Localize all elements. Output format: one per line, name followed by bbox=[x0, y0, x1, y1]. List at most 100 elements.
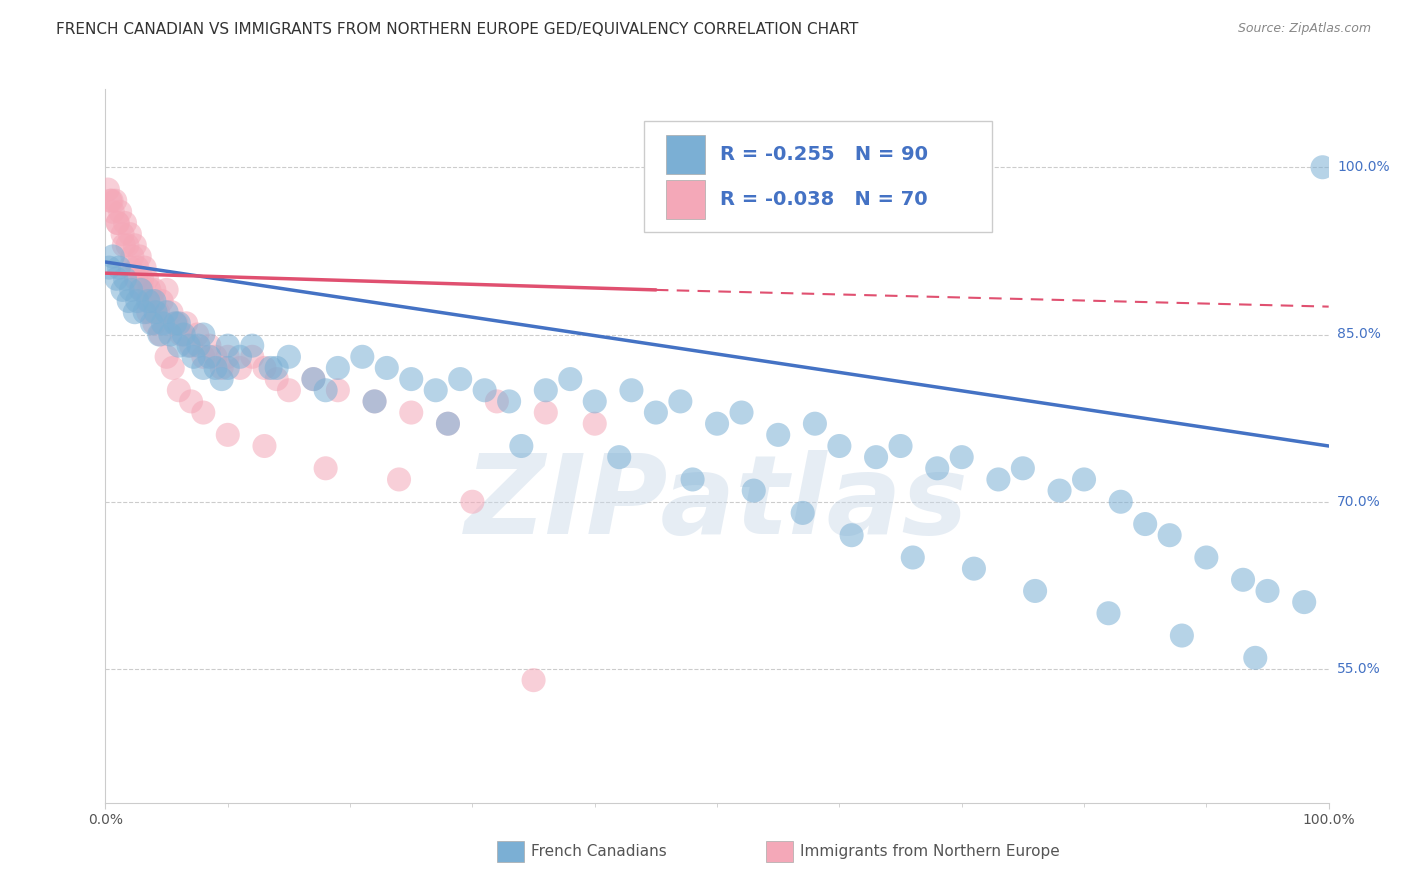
Point bbox=[326, 360, 349, 375]
Text: 55.0%: 55.0% bbox=[1337, 662, 1381, 676]
Point bbox=[118, 293, 141, 308]
Point bbox=[326, 384, 349, 398]
Point bbox=[177, 338, 200, 352]
Point bbox=[963, 562, 986, 576]
Point bbox=[1232, 573, 1254, 587]
Point bbox=[229, 360, 252, 375]
Point bbox=[211, 372, 233, 386]
Point bbox=[162, 360, 184, 375]
Point bbox=[620, 384, 643, 398]
Point bbox=[1257, 583, 1279, 598]
Point bbox=[127, 293, 149, 308]
Point bbox=[792, 506, 814, 520]
Point bbox=[100, 194, 122, 208]
Point bbox=[136, 293, 159, 308]
Point bbox=[534, 405, 557, 419]
Point bbox=[193, 405, 215, 419]
Point bbox=[804, 417, 827, 431]
Point bbox=[136, 271, 159, 285]
Point bbox=[583, 394, 606, 409]
Point bbox=[155, 350, 177, 364]
Point bbox=[128, 250, 150, 264]
Point bbox=[174, 317, 197, 331]
Point bbox=[98, 260, 121, 275]
Point bbox=[127, 260, 149, 275]
Point bbox=[259, 360, 281, 375]
Point bbox=[165, 317, 187, 331]
Text: Source: ZipAtlas.com: Source: ZipAtlas.com bbox=[1237, 22, 1371, 36]
Point bbox=[266, 360, 288, 375]
Point bbox=[352, 350, 374, 364]
Point bbox=[901, 550, 924, 565]
Point bbox=[211, 360, 233, 375]
Point bbox=[170, 327, 193, 342]
Point bbox=[534, 384, 557, 398]
Point bbox=[98, 194, 121, 208]
Point bbox=[198, 350, 221, 364]
Text: 85.0%: 85.0% bbox=[1337, 327, 1381, 342]
Text: 70.0%: 70.0% bbox=[1337, 495, 1381, 508]
Point bbox=[865, 450, 887, 464]
Point bbox=[363, 394, 385, 409]
Point bbox=[193, 327, 215, 342]
Point bbox=[111, 283, 134, 297]
Point bbox=[485, 394, 508, 409]
Point bbox=[134, 260, 156, 275]
Point bbox=[148, 327, 170, 342]
Point bbox=[118, 260, 141, 275]
Point bbox=[146, 305, 169, 319]
Point bbox=[302, 372, 325, 386]
Point bbox=[560, 372, 582, 386]
Point bbox=[1171, 628, 1194, 642]
Point bbox=[461, 494, 484, 508]
Point bbox=[217, 338, 239, 352]
Bar bbox=[665, 136, 704, 175]
Point bbox=[266, 372, 288, 386]
Point bbox=[173, 327, 195, 342]
Point bbox=[950, 450, 973, 464]
Point bbox=[183, 350, 205, 364]
Text: French Canadians: French Canadians bbox=[531, 844, 666, 859]
Point bbox=[124, 305, 146, 319]
Text: Immigrants from Northern Europe: Immigrants from Northern Europe bbox=[800, 844, 1060, 859]
Point bbox=[143, 317, 166, 331]
Text: ZIPatlas: ZIPatlas bbox=[465, 450, 969, 557]
Point bbox=[229, 350, 252, 364]
Point bbox=[105, 271, 128, 285]
Point bbox=[1073, 472, 1095, 486]
Point bbox=[180, 394, 202, 409]
Point bbox=[449, 372, 471, 386]
Point bbox=[143, 293, 166, 308]
Point bbox=[1159, 528, 1181, 542]
Point bbox=[149, 327, 172, 342]
Point bbox=[363, 394, 385, 409]
Point bbox=[111, 227, 134, 241]
Point bbox=[240, 350, 263, 364]
Point bbox=[107, 216, 129, 230]
Point bbox=[278, 350, 301, 364]
Point bbox=[114, 216, 136, 230]
Point bbox=[101, 204, 124, 219]
Point bbox=[315, 461, 337, 475]
Bar bbox=[766, 840, 793, 862]
Point bbox=[134, 305, 156, 319]
FancyBboxPatch shape bbox=[644, 121, 993, 232]
Point bbox=[1195, 550, 1218, 565]
Point bbox=[1109, 494, 1132, 508]
Text: FRENCH CANADIAN VS IMMIGRANTS FROM NORTHERN EUROPE GED/EQUIVALENCY CORRELATION C: FRENCH CANADIAN VS IMMIGRANTS FROM NORTH… bbox=[56, 22, 859, 37]
Point bbox=[193, 360, 215, 375]
Point bbox=[706, 417, 728, 431]
Point bbox=[159, 327, 181, 342]
Point bbox=[399, 372, 422, 386]
Point bbox=[141, 293, 163, 308]
Point bbox=[682, 472, 704, 486]
Point bbox=[143, 283, 166, 297]
Point bbox=[198, 338, 221, 352]
Point bbox=[120, 283, 142, 297]
Point bbox=[204, 350, 226, 364]
Point bbox=[498, 394, 520, 409]
Point bbox=[167, 384, 190, 398]
Point bbox=[131, 283, 153, 297]
Point bbox=[240, 338, 263, 352]
Point bbox=[1012, 461, 1035, 475]
